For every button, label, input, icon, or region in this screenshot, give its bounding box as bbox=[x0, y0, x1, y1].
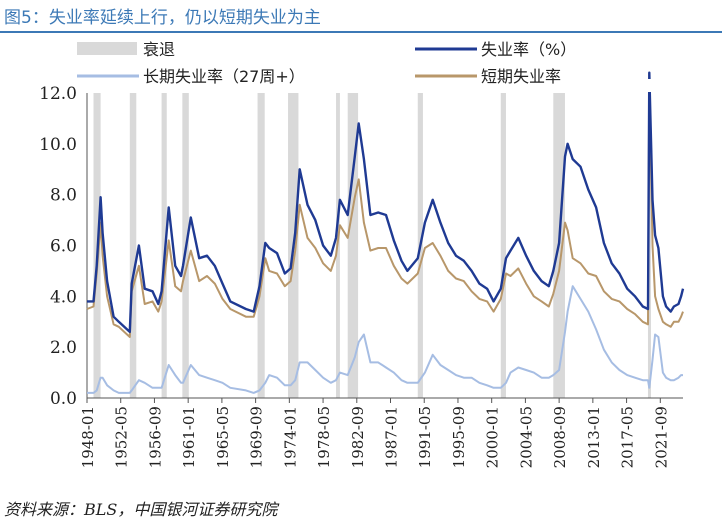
y-tick-label-2: 4.0 bbox=[50, 287, 77, 307]
series-line-2 bbox=[87, 285, 683, 394]
legend-label-1: 失业率（%） bbox=[481, 40, 576, 59]
axes: 0.0 2.0 4.0 6.0 8.0 10.0 12.0 1948-01 1952-05 195… bbox=[39, 84, 683, 468]
recession-bands bbox=[93, 93, 651, 398]
title-rule bbox=[0, 31, 722, 33]
series-line-1 bbox=[86, 71, 684, 338]
x-tick-label-12: 2000-01 bbox=[484, 406, 502, 468]
legend-swatch-0 bbox=[77, 42, 137, 55]
legend-label-3: 短期失业率 bbox=[481, 67, 561, 86]
recession-band-2 bbox=[161, 93, 167, 398]
plot-top-cover bbox=[88, 79, 684, 92]
x-tick-label-7: 1978-05 bbox=[315, 406, 333, 468]
x-tick-label-10: 1991-05 bbox=[416, 406, 434, 468]
y-tick-label-4: 8.0 bbox=[50, 186, 77, 206]
x-tick-label-15: 2013-01 bbox=[585, 406, 603, 468]
x-tick-label-13: 2004-05 bbox=[517, 406, 535, 468]
x-tick-label-16: 2017-05 bbox=[619, 406, 637, 468]
x-tick-label-9: 1987-01 bbox=[383, 406, 401, 468]
y-tick-label-0: 0.0 bbox=[50, 389, 77, 409]
x-tick-label-3: 1961-01 bbox=[180, 406, 198, 468]
y-tick-label-6: 12.0 bbox=[39, 84, 77, 104]
x-tick-label-11: 1995-09 bbox=[450, 406, 468, 468]
x-tick-label-14: 2008-09 bbox=[551, 406, 569, 468]
y-tick-label-5: 10.0 bbox=[39, 135, 77, 155]
x-tick-label-0: 1948-01 bbox=[79, 406, 97, 468]
legend-label-0: 衰退 bbox=[143, 40, 175, 59]
x-tick-label-1: 1952-05 bbox=[113, 406, 131, 468]
y-tick-label-3: 6.0 bbox=[50, 237, 77, 257]
series-lines bbox=[86, 71, 685, 394]
x-tick-label-4: 1965-05 bbox=[214, 406, 232, 468]
source-note: 资料来源：BLS，中国银河证券研究院 bbox=[4, 500, 278, 519]
recession-band-7 bbox=[347, 93, 359, 398]
x-tick-label-8: 1982-09 bbox=[349, 406, 367, 468]
recession-band-1 bbox=[129, 93, 137, 398]
y-tick-label-1: 2.0 bbox=[50, 338, 77, 358]
x-tick-label-2: 1956-09 bbox=[146, 406, 164, 468]
x-tick-label-6: 1974-01 bbox=[281, 406, 299, 468]
x-tick-label-5: 1969-09 bbox=[248, 406, 266, 468]
recession-band-4 bbox=[257, 93, 265, 398]
chart-title: 图5：失业率延续上行，仍以短期失业为主 bbox=[4, 8, 321, 28]
legend: 衰退 失业率（%） 长期失业率（27周+） 短期失业率 bbox=[77, 40, 576, 86]
recession-band-9 bbox=[500, 93, 506, 398]
series-line-0 bbox=[87, 71, 685, 334]
x-tick-label-17: 2021-09 bbox=[652, 406, 670, 468]
legend-label-2: 长期失业率（27周+） bbox=[143, 67, 305, 86]
